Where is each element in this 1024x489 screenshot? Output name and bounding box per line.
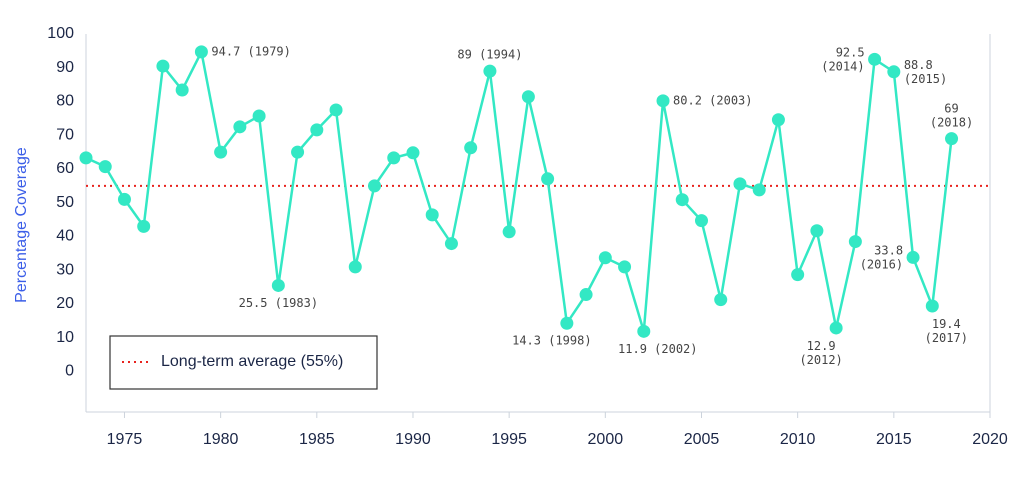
- point: [714, 293, 728, 307]
- point: [771, 113, 785, 127]
- point: [598, 251, 612, 265]
- point: [98, 160, 112, 174]
- y-tick-label: 50: [56, 194, 74, 211]
- value-label: 92.5 (2014): [821, 45, 864, 73]
- y-tick-label: 30: [56, 261, 74, 278]
- point: [425, 208, 439, 222]
- point: [233, 120, 247, 134]
- point: [252, 109, 266, 123]
- point: [483, 64, 497, 78]
- x-tick-label: 1985: [299, 431, 335, 448]
- point: [502, 225, 516, 239]
- value-label-line: (2018): [930, 115, 973, 129]
- point: [637, 324, 651, 338]
- point: [618, 260, 632, 274]
- point: [406, 146, 420, 160]
- point: [117, 192, 131, 206]
- point: [733, 177, 747, 191]
- point: [925, 299, 939, 313]
- point: [329, 103, 343, 117]
- x-tick-label: 1980: [203, 431, 239, 448]
- point: [829, 321, 843, 335]
- x-tick-label: 2020: [972, 431, 1008, 448]
- value-label: 12.9 (2012): [799, 338, 842, 366]
- value-label: 89 (1994): [457, 48, 522, 62]
- point: [656, 94, 670, 108]
- value-label: 80.2 (2003): [673, 93, 752, 107]
- point: [579, 288, 593, 302]
- point: [137, 219, 151, 233]
- y-tick-label: 20: [56, 295, 74, 312]
- x-tick-label: 1990: [395, 431, 431, 448]
- value-label: 19.4 (2017): [925, 317, 968, 345]
- point: [310, 123, 324, 137]
- x-tick-label: 2005: [684, 431, 720, 448]
- point: [791, 268, 805, 282]
- y-tick-label: 10: [56, 329, 74, 346]
- value-label-line: 33.8: [874, 243, 903, 257]
- value-label-line: 88.8: [904, 57, 933, 71]
- point: [868, 52, 882, 66]
- value-label-line: 12.9: [807, 338, 836, 352]
- legend-box: [109, 335, 378, 390]
- y-tick-label: 90: [56, 59, 74, 76]
- point: [560, 316, 574, 330]
- point: [694, 214, 708, 228]
- y-tick-label: 60: [56, 160, 74, 177]
- value-label: 88.8 (2015): [904, 57, 947, 85]
- value-label-line: (2016): [860, 257, 903, 271]
- point: [214, 145, 228, 159]
- point: [175, 83, 189, 97]
- value-label-line: (2017): [925, 331, 968, 345]
- point: [368, 179, 382, 193]
- point: [464, 141, 478, 155]
- y-tick-label: 100: [47, 25, 74, 42]
- value-label: 11.9 (2002): [618, 342, 697, 356]
- value-label: 69 (2018): [930, 101, 973, 129]
- point: [156, 59, 170, 73]
- value-label-line: (2015): [904, 71, 947, 85]
- point: [848, 235, 862, 249]
- value-label: 94.7 (1979): [211, 44, 290, 58]
- point: [521, 90, 535, 104]
- x-tick-label: 1975: [107, 431, 143, 448]
- point: [348, 260, 362, 274]
- point: [387, 151, 401, 165]
- point: [79, 151, 93, 165]
- series-line: [85, 48, 953, 332]
- point: [752, 183, 766, 197]
- point: [887, 65, 901, 79]
- y-tick-label: 40: [56, 228, 74, 245]
- point: [444, 237, 458, 251]
- point: [271, 278, 285, 292]
- value-label: 14.3 (1998): [512, 334, 591, 348]
- point: [194, 45, 208, 59]
- y-tick-label: 70: [56, 126, 74, 143]
- legend-label: Long-term average (55%): [161, 353, 343, 370]
- value-label-line: 69: [944, 101, 958, 115]
- y-tick-label: 0: [65, 363, 74, 380]
- point: [675, 193, 689, 207]
- point: [810, 224, 824, 238]
- value-label-line: (2012): [799, 352, 842, 366]
- x-tick-label: 2015: [876, 431, 912, 448]
- point: [291, 145, 305, 159]
- point: [945, 132, 959, 146]
- value-label: 33.8 (2016): [860, 243, 903, 271]
- point: [541, 172, 555, 186]
- x-tick-label: 2000: [588, 431, 624, 448]
- x-tick-label: 2010: [780, 431, 816, 448]
- point: [906, 250, 920, 264]
- y-axis-label: Percentage Coverage: [13, 147, 30, 303]
- value-label: 25.5 (1983): [239, 296, 318, 310]
- x-tick-label: 1995: [491, 431, 527, 448]
- value-label-line: 19.4: [932, 317, 961, 331]
- value-label-line: 92.5: [836, 45, 865, 59]
- value-label-line: (2014): [821, 59, 864, 73]
- y-tick-label: 80: [56, 93, 74, 110]
